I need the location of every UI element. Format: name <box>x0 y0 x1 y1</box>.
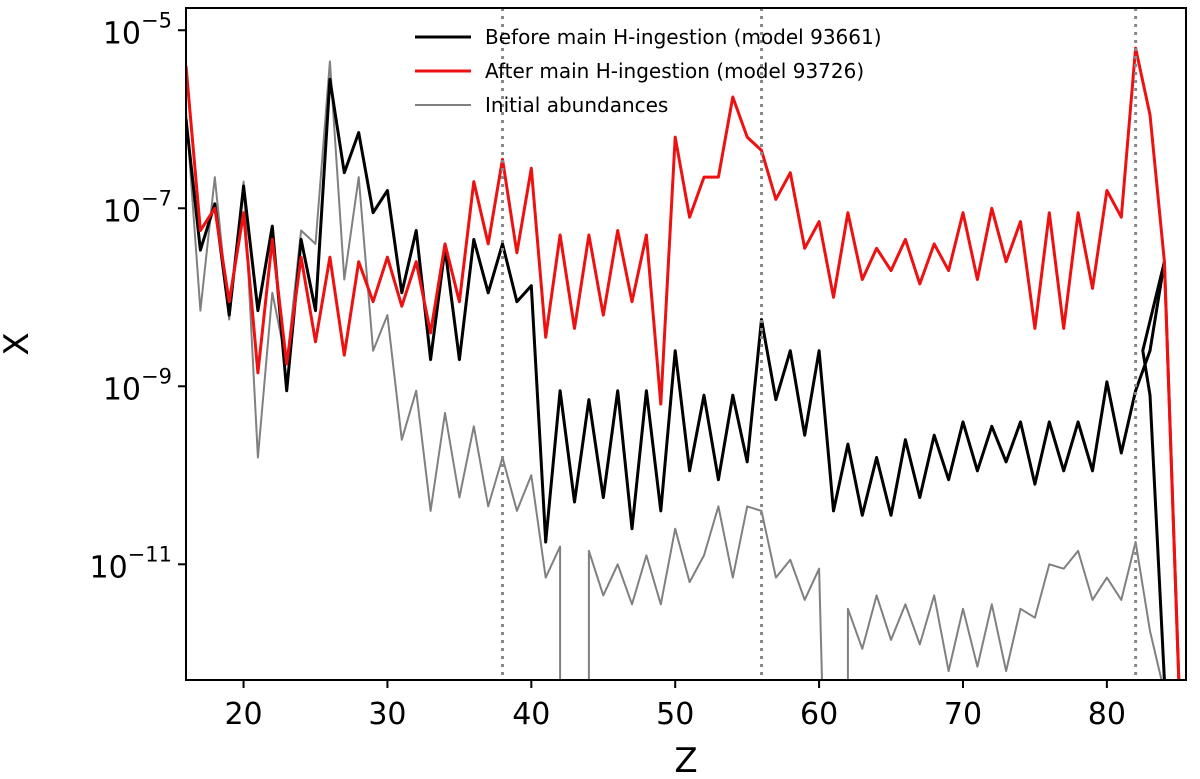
x-tick-label: 40 <box>512 697 550 732</box>
series-line-2-seg-2 <box>846 541 1163 680</box>
plot-frame <box>185 7 1187 681</box>
legend-label-0: Before main H-ingestion (model 93661) <box>485 25 882 49</box>
series-line-1-tail <box>1162 261 1181 680</box>
series-line-0-tail <box>1141 261 1166 680</box>
series-line-0-seg-0 <box>186 77 1166 544</box>
y-axis-label: X <box>0 332 37 355</box>
y-tick-label: 10−5 <box>103 8 172 51</box>
series-line-2-seg-1 <box>587 505 823 680</box>
x-tick-label: 60 <box>800 697 838 732</box>
y-tick-label: 10−11 <box>89 542 172 585</box>
legend-label-1: After main H-ingestion (model 93726) <box>485 59 864 83</box>
x-tick-label: 50 <box>656 697 694 732</box>
x-tick-label: 20 <box>224 697 262 732</box>
x-axis: 20 30 40 50 60 70 80 <box>224 680 1126 732</box>
x-axis-label: Z <box>674 741 697 779</box>
legend-label-2: Initial abundances <box>485 93 668 117</box>
x-tick-label: 70 <box>944 697 982 732</box>
x-tick-label: 80 <box>1088 697 1126 732</box>
reference-lines <box>501 8 1138 680</box>
series-layer <box>186 46 1181 680</box>
legend: Before main H-ingestion (model 93661) Aft… <box>415 25 882 117</box>
x-tick-label: 30 <box>368 697 406 732</box>
series-line-1-seg-0 <box>186 46 1181 680</box>
series-line-2-seg-0 <box>186 60 562 680</box>
y-tick-label: 10−7 <box>103 186 172 229</box>
y-axis: 10−5 10−7 10−9 10−11 <box>89 8 186 585</box>
y-tick-label: 10−9 <box>103 364 172 407</box>
